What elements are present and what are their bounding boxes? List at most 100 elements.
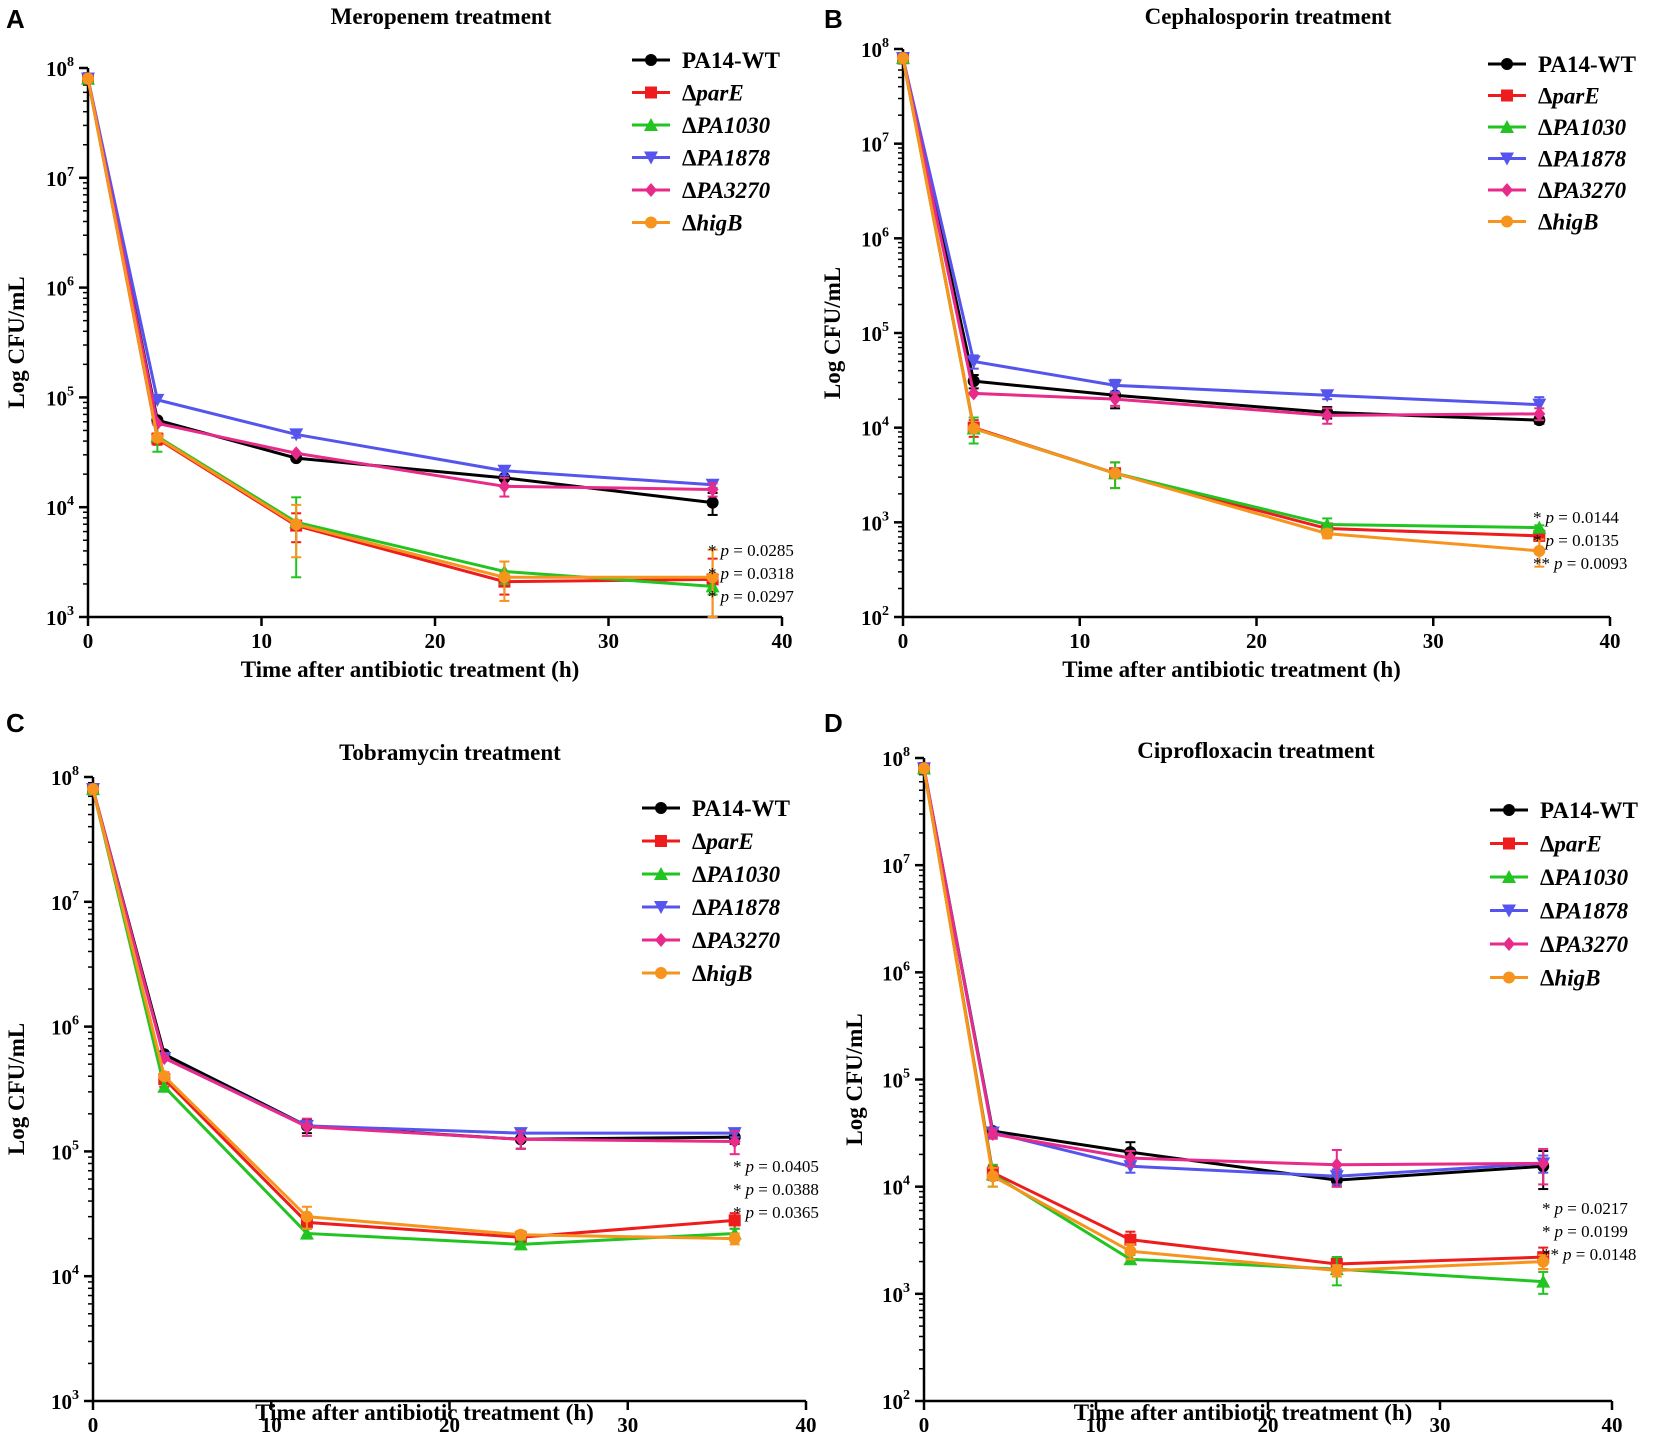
y-tick-exponent: 4 <box>72 1263 79 1278</box>
series-pa1030 <box>81 71 720 596</box>
y-tick-exponent: 3 <box>903 1281 910 1296</box>
p-value-text: = 0.0365 <box>754 1203 819 1222</box>
series-line <box>86 78 713 579</box>
series-line <box>901 57 1540 407</box>
y-tick-base: 10 <box>861 133 882 157</box>
legend-label: PA14-WT <box>692 796 790 821</box>
y-tick-exponent: 7 <box>882 131 889 146</box>
legend-label: ΔPA1878 <box>1540 899 1629 924</box>
legend-delta: Δ <box>1540 832 1555 857</box>
legend-name: higB <box>1552 210 1598 235</box>
y-tick-label: 105 <box>46 384 74 410</box>
legend-name: PA1030 <box>705 862 780 887</box>
legend-marker <box>654 901 668 914</box>
y-tick-label: 104 <box>51 1263 79 1289</box>
data-point <box>498 571 511 584</box>
y-tick-exponent: 5 <box>72 1138 79 1153</box>
data-point <box>299 1226 314 1240</box>
legend-marker <box>1501 89 1513 102</box>
y-tick-base: 10 <box>882 1069 903 1093</box>
y-tick-base: 10 <box>46 57 67 81</box>
y-tick-exponent: 6 <box>882 225 889 240</box>
y-axis-label: Log CFU/mL <box>4 1023 29 1155</box>
legend-marker <box>655 802 667 814</box>
legend-label: ΔhigB <box>682 211 742 236</box>
y-tick-exponent: 8 <box>72 764 79 779</box>
legend-delta: Δ <box>692 895 707 920</box>
series-pa3270 <box>918 761 1550 1188</box>
legend-delta: Δ <box>1540 966 1555 991</box>
x-tick-label: 20 <box>1246 629 1267 653</box>
y-tick-base: 10 <box>861 227 882 251</box>
y-tick-label: 103 <box>882 1281 910 1307</box>
data-point <box>1532 398 1547 412</box>
p-value-text: = 0.0144 <box>1554 508 1619 527</box>
p-value-symbol: p <box>720 564 730 583</box>
data-point <box>150 393 165 407</box>
p-value-stars: ** <box>1542 1245 1559 1264</box>
y-tick-exponent: 2 <box>882 604 889 619</box>
series-line <box>922 768 1544 1284</box>
legend-name: PA1878 <box>695 146 770 171</box>
y-tick-label: 103 <box>46 604 74 630</box>
legend-marker <box>1503 971 1515 984</box>
data-point <box>967 422 980 435</box>
y-axis-label: Log CFU/mL <box>820 267 845 399</box>
y-tick-label: 107 <box>861 131 889 157</box>
legend-name: PA1030 <box>1551 115 1626 140</box>
series-line <box>86 78 713 491</box>
y-tick-exponent: 6 <box>67 275 74 290</box>
legend-marker <box>1500 152 1514 166</box>
legend-name: parE <box>1552 832 1601 857</box>
series-pa3270 <box>897 51 1546 425</box>
x-tick-label: 20 <box>425 629 446 653</box>
p-value-annotation: * p = 0.0318 <box>708 564 794 583</box>
x-axis-label: Time after antibiotic treatment (h) <box>1074 1400 1413 1425</box>
y-tick-base: 10 <box>46 167 67 191</box>
legend-item-higb: ΔhigB <box>632 211 742 236</box>
series-pa3270 <box>82 71 719 498</box>
p-value-symbol: p <box>1554 1199 1564 1218</box>
legend-marker <box>645 86 657 99</box>
y-tick-base: 10 <box>861 322 882 346</box>
series-pa1030 <box>896 51 1547 534</box>
legend-marker <box>655 933 667 947</box>
p-value-text: = 0.0318 <box>729 564 794 583</box>
legend-name: higB <box>696 211 742 236</box>
legend-label: ΔPA1030 <box>1538 115 1627 140</box>
legend-delta: Δ <box>1540 899 1555 924</box>
y-tick-base: 10 <box>882 1176 903 1200</box>
x-tick-label: 30 <box>1430 1413 1451 1432</box>
series-pa1030 <box>86 782 742 1251</box>
y-tick-base: 10 <box>882 1390 903 1414</box>
legend-item-pa3270: ΔPA3270 <box>632 178 771 203</box>
data-point <box>706 496 719 509</box>
data-point <box>728 1232 741 1245</box>
legend-marker <box>644 151 658 165</box>
legend-label: ΔPA1878 <box>1538 147 1627 172</box>
p-value-symbol: p <box>1545 508 1555 527</box>
p-value-text: = 0.0285 <box>729 541 794 560</box>
data-point <box>1532 520 1547 534</box>
legend-name: PA1030 <box>695 113 770 138</box>
p-value-symbol: p <box>745 1157 755 1176</box>
series-line <box>86 78 713 505</box>
y-tick-label: 105 <box>861 320 889 346</box>
legend-item-pa3270: ΔPA3270 <box>1488 178 1627 203</box>
legend-delta: Δ <box>1538 178 1553 203</box>
legend-name: PA14-WT <box>682 48 780 73</box>
panel-letter: C <box>6 708 25 738</box>
x-tick-label: 40 <box>772 629 793 653</box>
series-pa1030 <box>917 761 1551 1295</box>
legend-marker <box>1501 58 1513 70</box>
legend-marker <box>1502 870 1516 883</box>
p-value-stars: ** <box>1533 554 1550 573</box>
legend-name: PA1878 <box>705 895 780 920</box>
series-line <box>922 768 1544 1273</box>
p-value-stars: * <box>733 1203 742 1222</box>
data-point <box>498 479 511 494</box>
legend-item-pare: ΔparE <box>642 829 754 854</box>
data-point <box>897 52 909 65</box>
